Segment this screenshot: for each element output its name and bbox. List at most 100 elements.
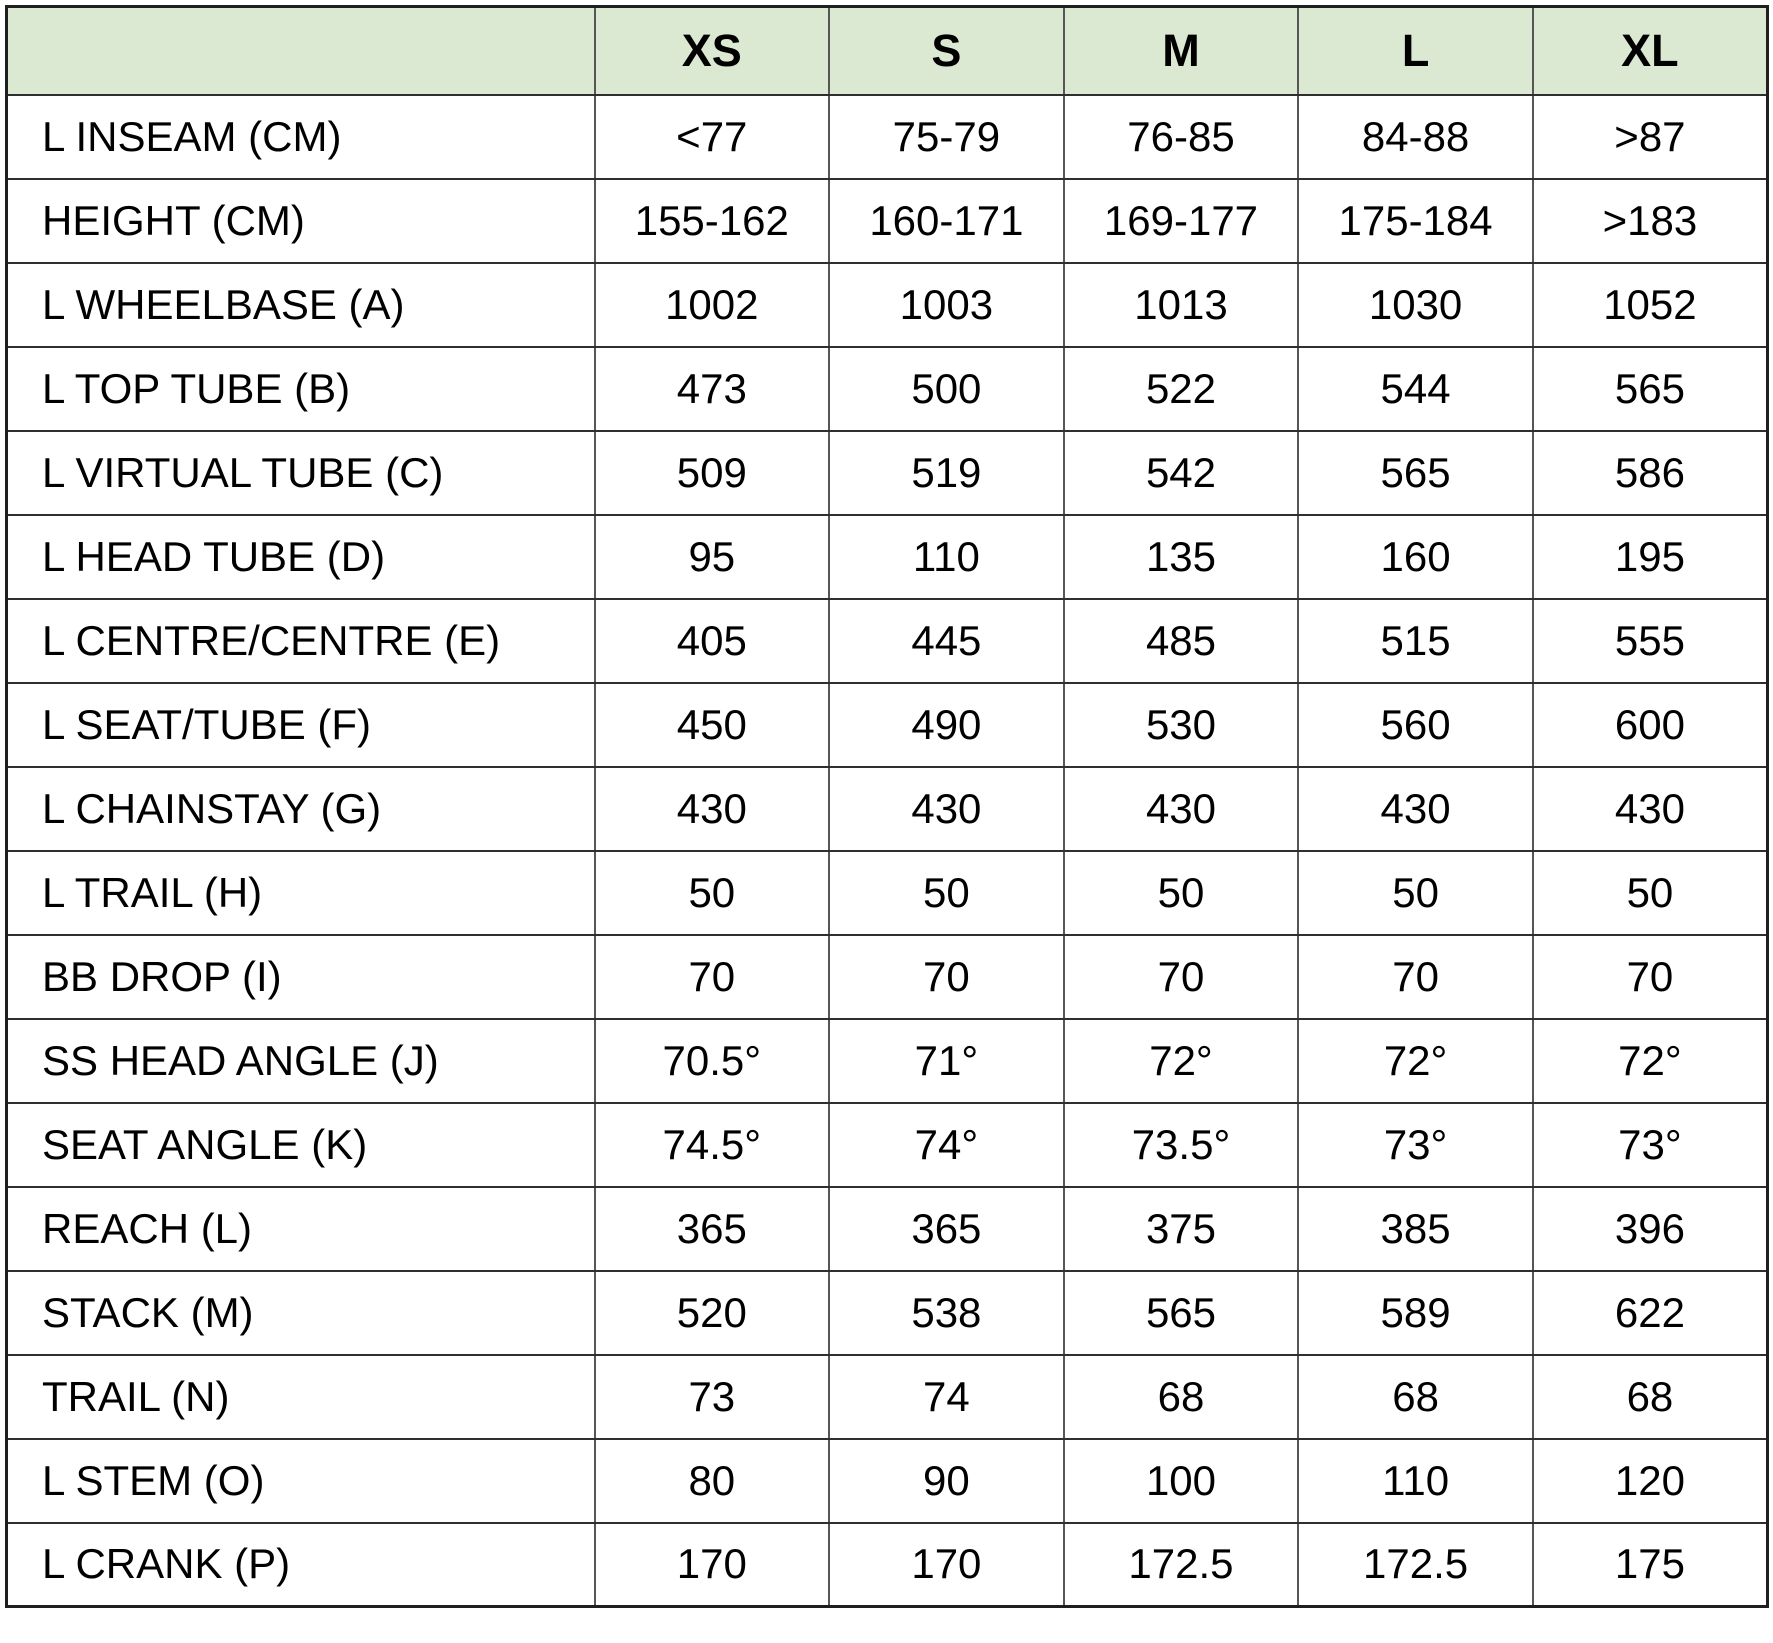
table-header: XS S M L XL: [5, 5, 1769, 96]
cell-value: 71°: [828, 1017, 1065, 1104]
cell-value: 73°: [1297, 1101, 1534, 1188]
row-label: L SEAT/TUBE (F): [5, 681, 596, 768]
cell-value: 160: [1297, 513, 1534, 600]
row-label: L CENTRE/CENTRE (E): [5, 597, 596, 684]
cell-value: 365: [828, 1185, 1065, 1272]
row-label: L HEAD TUBE (D): [5, 513, 596, 600]
cell-value: 76-85: [1062, 93, 1300, 180]
cell-value: 90: [828, 1437, 1065, 1524]
cell-value: <77: [593, 93, 831, 180]
cell-value: 589: [1297, 1269, 1534, 1356]
cell-value: 68: [1062, 1353, 1300, 1440]
cell-value: 73°: [1531, 1101, 1769, 1188]
cell-value: 565: [1531, 345, 1769, 432]
cell-value: 430: [1531, 765, 1769, 852]
row-label: HEIGHT (CM): [5, 177, 596, 264]
column-header-empty: [5, 5, 596, 96]
cell-value: 175-184: [1297, 177, 1534, 264]
cell-value: 530: [1062, 681, 1300, 768]
table-row: L HEAD TUBE (D) 95 110 135 160 195: [5, 513, 1769, 600]
cell-value: >183: [1531, 177, 1769, 264]
cell-value: 1030: [1297, 261, 1534, 348]
cell-value: 169-177: [1062, 177, 1300, 264]
cell-value: 50: [1062, 849, 1300, 936]
table-row: L CRANK (P) 170 170 172.5 172.5 175: [5, 1521, 1769, 1608]
table-row: L TOP TUBE (B) 473 500 522 544 565: [5, 345, 1769, 432]
table-row: TRAIL (N) 73 74 68 68 68: [5, 1353, 1769, 1440]
cell-value: 430: [1062, 765, 1300, 852]
cell-value: 172.5: [1062, 1521, 1300, 1608]
cell-value: 100: [1062, 1437, 1300, 1524]
table-row: L VIRTUAL TUBE (C) 509 519 542 565 586: [5, 429, 1769, 516]
cell-value: 430: [1297, 765, 1534, 852]
cell-value: 70: [1531, 933, 1769, 1020]
row-label: L WHEELBASE (A): [5, 261, 596, 348]
table-row: STACK (M) 520 538 565 589 622: [5, 1269, 1769, 1356]
cell-value: 586: [1531, 429, 1769, 516]
table-row: SS HEAD ANGLE (J) 70.5° 71° 72° 72° 72°: [5, 1017, 1769, 1104]
header-row: XS S M L XL: [5, 5, 1769, 96]
cell-value: 72°: [1531, 1017, 1769, 1104]
cell-value: 74°: [828, 1101, 1065, 1188]
cell-value: 1002: [593, 261, 831, 348]
cell-value: 110: [828, 513, 1065, 600]
table-row: L CENTRE/CENTRE (E) 405 445 485 515 555: [5, 597, 1769, 684]
table-row: L STEM (O) 80 90 100 110 120: [5, 1437, 1769, 1524]
cell-value: 1013: [1062, 261, 1300, 348]
cell-value: 430: [593, 765, 831, 852]
cell-value: 519: [828, 429, 1065, 516]
table-body: L INSEAM (CM) <77 75-79 76-85 84-88 >87 HEIGHT…: [5, 93, 1769, 1608]
cell-value: 70: [828, 933, 1065, 1020]
cell-value: 74.5°: [593, 1101, 831, 1188]
cell-value: 560: [1297, 681, 1534, 768]
cell-value: 565: [1062, 1269, 1300, 1356]
column-header-l: L: [1297, 5, 1534, 96]
cell-value: 172.5: [1297, 1521, 1534, 1608]
column-header-xl: XL: [1531, 5, 1769, 96]
table-row: HEIGHT (CM) 155-162 160-171 169-177 175-184 >…: [5, 177, 1769, 264]
cell-value: 75-79: [828, 93, 1065, 180]
cell-value: 70: [1062, 933, 1300, 1020]
cell-value: 50: [593, 849, 831, 936]
table-row: L INSEAM (CM) <77 75-79 76-85 84-88 >87: [5, 93, 1769, 180]
cell-value: 522: [1062, 345, 1300, 432]
table-row: L CHAINSTAY (G) 430 430 430 430 430: [5, 765, 1769, 852]
table-row: L SEAT/TUBE (F) 450 490 530 560 600: [5, 681, 1769, 768]
cell-value: 430: [828, 765, 1065, 852]
cell-value: 485: [1062, 597, 1300, 684]
cell-value: 50: [828, 849, 1065, 936]
cell-value: 544: [1297, 345, 1534, 432]
cell-value: 175: [1531, 1521, 1769, 1608]
table-row: L WHEELBASE (A) 1002 1003 1013 1030 1052: [5, 261, 1769, 348]
row-label: L STEM (O): [5, 1437, 596, 1524]
cell-value: 72°: [1297, 1017, 1534, 1104]
cell-value: 70: [593, 933, 831, 1020]
row-label: BB DROP (I): [5, 933, 596, 1020]
row-label: SS HEAD ANGLE (J): [5, 1017, 596, 1104]
cell-value: 68: [1297, 1353, 1534, 1440]
cell-value: 385: [1297, 1185, 1534, 1272]
cell-value: 195: [1531, 513, 1769, 600]
table-row: L TRAIL (H) 50 50 50 50 50: [5, 849, 1769, 936]
cell-value: 73: [593, 1353, 831, 1440]
cell-value: 72°: [1062, 1017, 1300, 1104]
row-label: L CRANK (P): [5, 1521, 596, 1608]
cell-value: 70.5°: [593, 1017, 831, 1104]
cell-value: 170: [828, 1521, 1065, 1608]
cell-value: 515: [1297, 597, 1534, 684]
cell-value: 450: [593, 681, 831, 768]
cell-value: 538: [828, 1269, 1065, 1356]
table-row: SEAT ANGLE (K) 74.5° 74° 73.5° 73° 73°: [5, 1101, 1769, 1188]
cell-value: 500: [828, 345, 1065, 432]
cell-value: 542: [1062, 429, 1300, 516]
row-label: L TOP TUBE (B): [5, 345, 596, 432]
cell-value: 74: [828, 1353, 1065, 1440]
cell-value: >87: [1531, 93, 1769, 180]
cell-value: 120: [1531, 1437, 1769, 1524]
cell-value: 520: [593, 1269, 831, 1356]
column-header-s: S: [828, 5, 1065, 96]
cell-value: 490: [828, 681, 1065, 768]
table-row: REACH (L) 365 365 375 385 396: [5, 1185, 1769, 1272]
cell-value: 70: [1297, 933, 1534, 1020]
